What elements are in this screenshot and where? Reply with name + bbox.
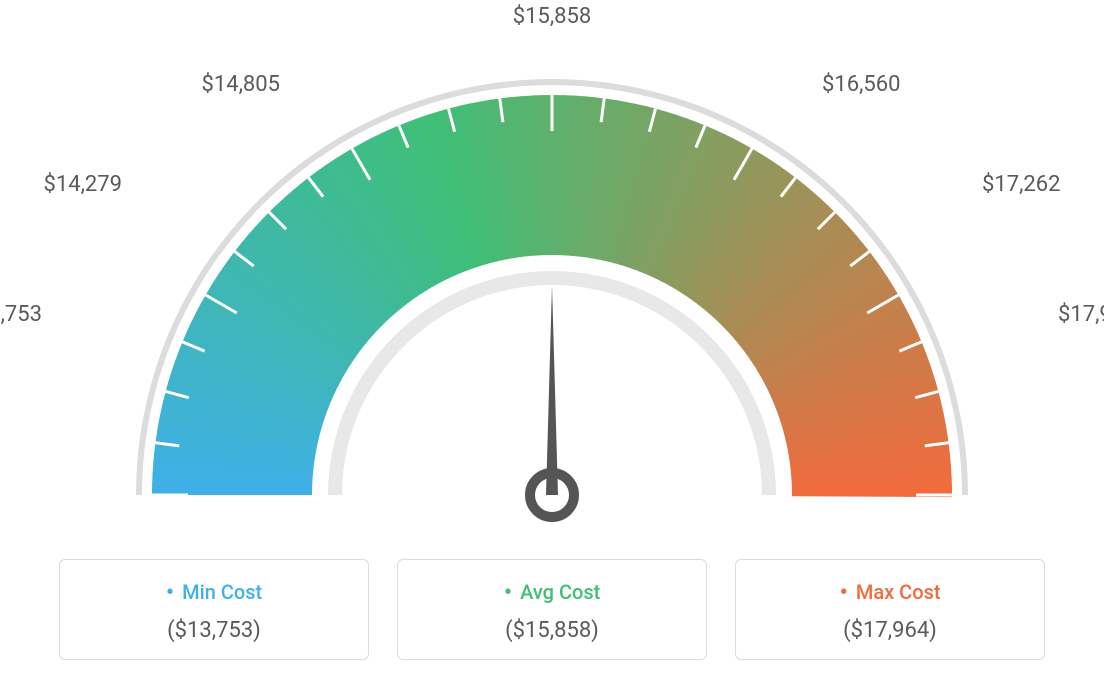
legend-box-min: Min Cost ($13,753) [59,559,369,660]
legend-box-max: Max Cost ($17,964) [735,559,1045,660]
gauge-tick-label: $17,964 [1058,302,1104,327]
gauge-tick-label: $16,560 [822,72,901,97]
legend-value-max: ($17,964) [756,618,1024,643]
legend-box-avg: Avg Cost ($15,858) [397,559,707,660]
legend-label-max: Max Cost [756,578,1024,606]
legend-label-min: Min Cost [80,578,348,606]
legend-value-min: ($13,753) [80,618,348,643]
gauge-tick-label: $15,858 [513,4,592,29]
gauge-svg [92,35,1012,545]
gauge-tick-label: $13,753 [0,302,42,327]
legend-value-avg: ($15,858) [418,618,686,643]
legend-row: Min Cost ($13,753) Avg Cost ($15,858) Ma… [0,559,1104,660]
gauge-tick-label: $14,279 [43,172,122,197]
gauge-chart: $13,753 $14,279 $14,805 $15,858 $16,560 $17,2… [0,0,1104,560]
gauge-tick-label: $17,262 [982,172,1061,197]
legend-label-avg: Avg Cost [418,578,686,606]
gauge-tick-label: $14,805 [201,72,280,97]
